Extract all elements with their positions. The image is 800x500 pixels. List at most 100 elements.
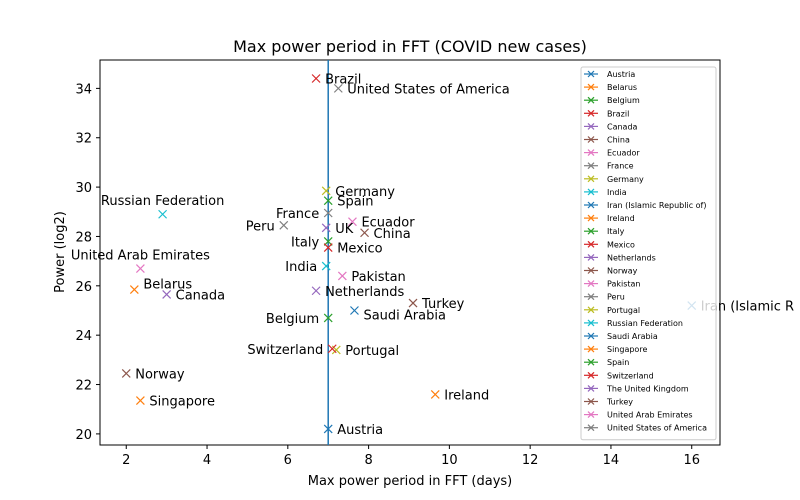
- data-point: [321, 261, 331, 271]
- data-point: [158, 209, 168, 219]
- legend-item: Canada: [584, 122, 638, 131]
- point-label: Norway: [135, 367, 185, 382]
- legend-item: Peru: [584, 293, 625, 302]
- x-tick-label: 2: [122, 453, 130, 468]
- point-label: Saudi Arabia: [363, 308, 446, 323]
- x-tick-label: 4: [203, 453, 211, 468]
- legend-label: Iran (Islamic Republic of): [607, 201, 706, 210]
- data-point: [135, 264, 145, 273]
- legend-item: India: [584, 188, 627, 197]
- y-tick-label: 26: [75, 280, 92, 295]
- point-label: Portugal: [345, 344, 399, 359]
- legend-item: Austria: [584, 70, 635, 79]
- legend-label: Portugal: [607, 306, 640, 315]
- point-label: Pakistan: [351, 270, 405, 285]
- legend-item: Netherlands: [584, 253, 656, 262]
- point-label: Switzerland: [247, 343, 323, 358]
- legend-label: Canada: [607, 122, 638, 131]
- data-point: [333, 83, 343, 93]
- legend-label: Turkey: [606, 398, 633, 407]
- data-point: [321, 186, 331, 196]
- y-tick-label: 30: [75, 181, 92, 196]
- y-axis-title: Power (log2): [53, 211, 68, 293]
- data-point: [311, 286, 321, 296]
- x-tick-label: 14: [603, 453, 620, 468]
- x-tick-label: 6: [284, 453, 292, 468]
- legend-item: Saudi Arabia: [584, 332, 658, 341]
- legend-label: Russian Federation: [607, 319, 683, 328]
- legend-label: Singapore: [607, 345, 647, 354]
- data-point: [430, 389, 440, 399]
- legend-label: Mexico: [607, 240, 635, 249]
- legend-label: United States of America: [607, 424, 707, 433]
- x-tick-label: 10: [441, 453, 458, 468]
- legend-item: Germany: [584, 175, 644, 184]
- legend-label: France: [607, 162, 634, 171]
- legend-label: Belgium: [607, 96, 640, 105]
- legend-item: Pakistan: [584, 280, 641, 289]
- point-label: Germany: [335, 185, 395, 200]
- legend-item: Spain: [584, 358, 629, 367]
- legend-item: Singapore: [584, 345, 647, 354]
- legend-item: Brazil: [584, 109, 629, 118]
- point-label: Russian Federation: [101, 194, 224, 209]
- legend-label: Norway: [607, 267, 638, 276]
- legend-item: United Arab Emirates: [584, 411, 693, 420]
- legend-item: Mexico: [584, 240, 635, 249]
- data-point: [311, 74, 321, 83]
- point-label: Belgium: [266, 312, 319, 327]
- legend-item: Belgium: [584, 96, 640, 105]
- legend-item: China: [584, 136, 630, 145]
- legend-label: China: [607, 136, 630, 145]
- y-tick-label: 34: [75, 82, 92, 97]
- point-label: UK: [335, 222, 354, 237]
- x-axis-title: Max power period in FFT (days): [308, 474, 512, 489]
- point-label: Peru: [246, 219, 275, 234]
- legend-label: Pakistan: [607, 280, 641, 289]
- legend-label: Netherlands: [607, 253, 656, 262]
- data-point: [321, 223, 331, 233]
- data-point: [323, 196, 333, 206]
- legend-label: Austria: [607, 70, 635, 79]
- legend-item: Russian Federation: [584, 319, 683, 328]
- point-label: Canada: [176, 288, 225, 303]
- legend-item: Ireland: [584, 214, 635, 223]
- legend-label: Switzerland: [607, 371, 654, 380]
- y-tick-label: 28: [75, 230, 92, 245]
- legend-label: Ireland: [607, 214, 635, 223]
- legend-label: Ecuador: [607, 149, 640, 158]
- data-point: [350, 306, 359, 315]
- point-label: Turkey: [421, 297, 465, 312]
- data-point: [323, 208, 333, 218]
- legend-label: The United Kingdom: [606, 384, 689, 393]
- legend-item: Iran (Islamic Republic of): [584, 201, 706, 210]
- legend-label: Brazil: [607, 109, 629, 118]
- legend-item: Norway: [584, 267, 638, 276]
- point-label: Brazil: [325, 73, 361, 88]
- data-point: [129, 285, 139, 294]
- legend-item: Switzerland: [584, 371, 654, 380]
- point-label: India: [285, 260, 317, 275]
- data-point: [323, 313, 333, 323]
- legend-item: Ecuador: [584, 149, 640, 158]
- plot-frame: [99, 59, 721, 446]
- point-label: Netherlands: [325, 285, 404, 300]
- data-point: [135, 396, 145, 406]
- chart-title: Max power period in FFT (COVID new cases…: [233, 37, 587, 56]
- legend-frame: [580, 66, 717, 441]
- legend-label: Belarus: [607, 83, 637, 92]
- legend-item: Belarus: [584, 83, 637, 92]
- point-label: Ireland: [444, 388, 489, 403]
- legend-item: United States of America: [584, 424, 707, 433]
- data-point: [408, 298, 418, 308]
- point-label: Iran (Islamic R: [701, 300, 794, 315]
- legend-label: Peru: [607, 293, 625, 302]
- legend-label: Spain: [607, 358, 629, 367]
- legend-item: France: [584, 162, 634, 171]
- point-label: United States of America: [347, 82, 509, 97]
- point-label: Singapore: [149, 395, 215, 410]
- legend-item: Italy: [584, 227, 625, 236]
- y-tick-label: 20: [75, 428, 92, 443]
- point-label: France: [276, 207, 319, 222]
- y-tick-label: 22: [75, 379, 92, 394]
